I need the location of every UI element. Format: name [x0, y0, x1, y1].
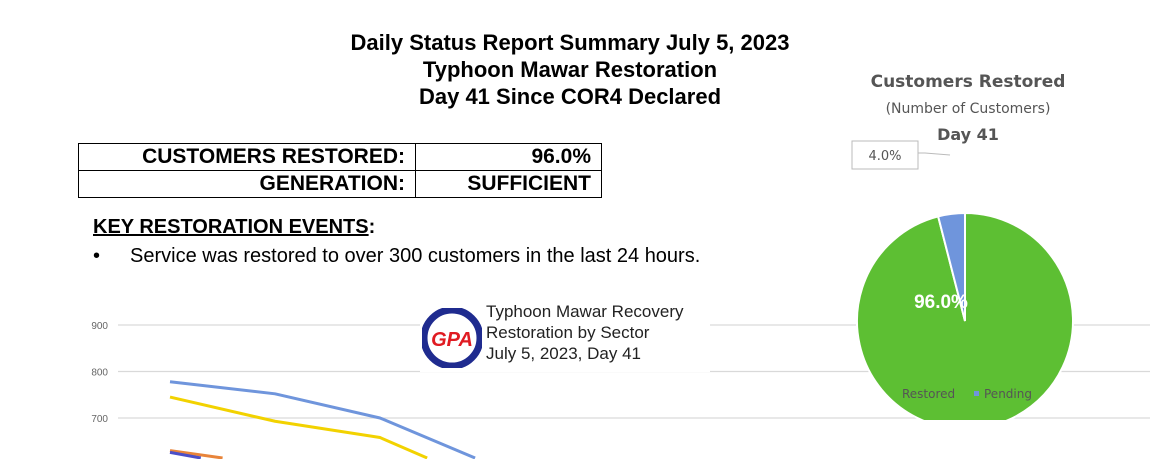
y-tick-label: 800: [91, 368, 108, 379]
list-item: • Service was restored to over 300 custom…: [93, 245, 700, 268]
report-subtitle: Typhoon Mawar Restoration: [422, 57, 718, 82]
chart-title-line: Restoration by Sector: [486, 323, 650, 342]
bullet-icon: •: [93, 245, 101, 267]
chart-title-line: July 5, 2023, Day 41: [486, 344, 641, 363]
colon: :: [368, 216, 376, 238]
pie-slice: [936, 211, 966, 322]
row-value: SUFFICIENT: [415, 170, 602, 198]
y-tick-label: 700: [91, 414, 108, 425]
event-text: Service was restored to over 300 custome…: [130, 245, 701, 267]
events-heading: KEY RESTORATION EVENTS:: [93, 216, 375, 239]
legend-swatch: [892, 391, 897, 396]
row-label: CUSTOMERS RESTORED:: [78, 143, 416, 171]
customers-restored-pie: Customers Restored (Number of Customers) D…: [851, 72, 1074, 420]
report-header: Daily Status Report Summary July 5, 2023…: [270, 29, 870, 110]
row-value: 96.0%: [415, 143, 602, 171]
legend-swatch: [974, 391, 979, 396]
legend-label: Pending: [984, 387, 1032, 401]
slice-label-box: [851, 140, 919, 170]
chart-title-line: Typhoon Mawar Recovery: [486, 302, 684, 321]
line-chart-title-box: GPA Typhoon Mawar Recovery Restoration b…: [420, 300, 710, 372]
table-row: GENERATION: SUFFICIENT: [78, 170, 602, 198]
report-title: Daily Status Report Summary July 5, 2023: [350, 30, 790, 55]
series-line: [169, 450, 202, 459]
slice-label: 96.0%: [914, 292, 968, 313]
pie-day: Day 41: [937, 125, 999, 144]
series-line: [169, 380, 476, 459]
status-table: CUSTOMERS RESTORED: 96.0% GENERATION: SUFF…: [78, 143, 602, 198]
y-tick-label: 900: [91, 321, 108, 332]
pie-subtitle: (Number of Customers): [886, 101, 1051, 117]
row-label: GENERATION:: [78, 170, 416, 198]
series-line: [169, 395, 428, 459]
table-row: CUSTOMERS RESTORED: 96.0%: [78, 143, 602, 171]
pie-title: Customers Restored: [871, 72, 1066, 92]
events-heading-text: KEY RESTORATION EVENTS: [93, 216, 369, 238]
gpa-logo: GPA: [422, 308, 482, 368]
slice-label: 4.0%: [868, 149, 901, 164]
legend-label: Restored: [902, 387, 955, 401]
report-day: Day 41 Since COR4 Declared: [418, 84, 722, 109]
svg-text:GPA: GPA: [431, 329, 473, 351]
series-line: [169, 449, 223, 459]
